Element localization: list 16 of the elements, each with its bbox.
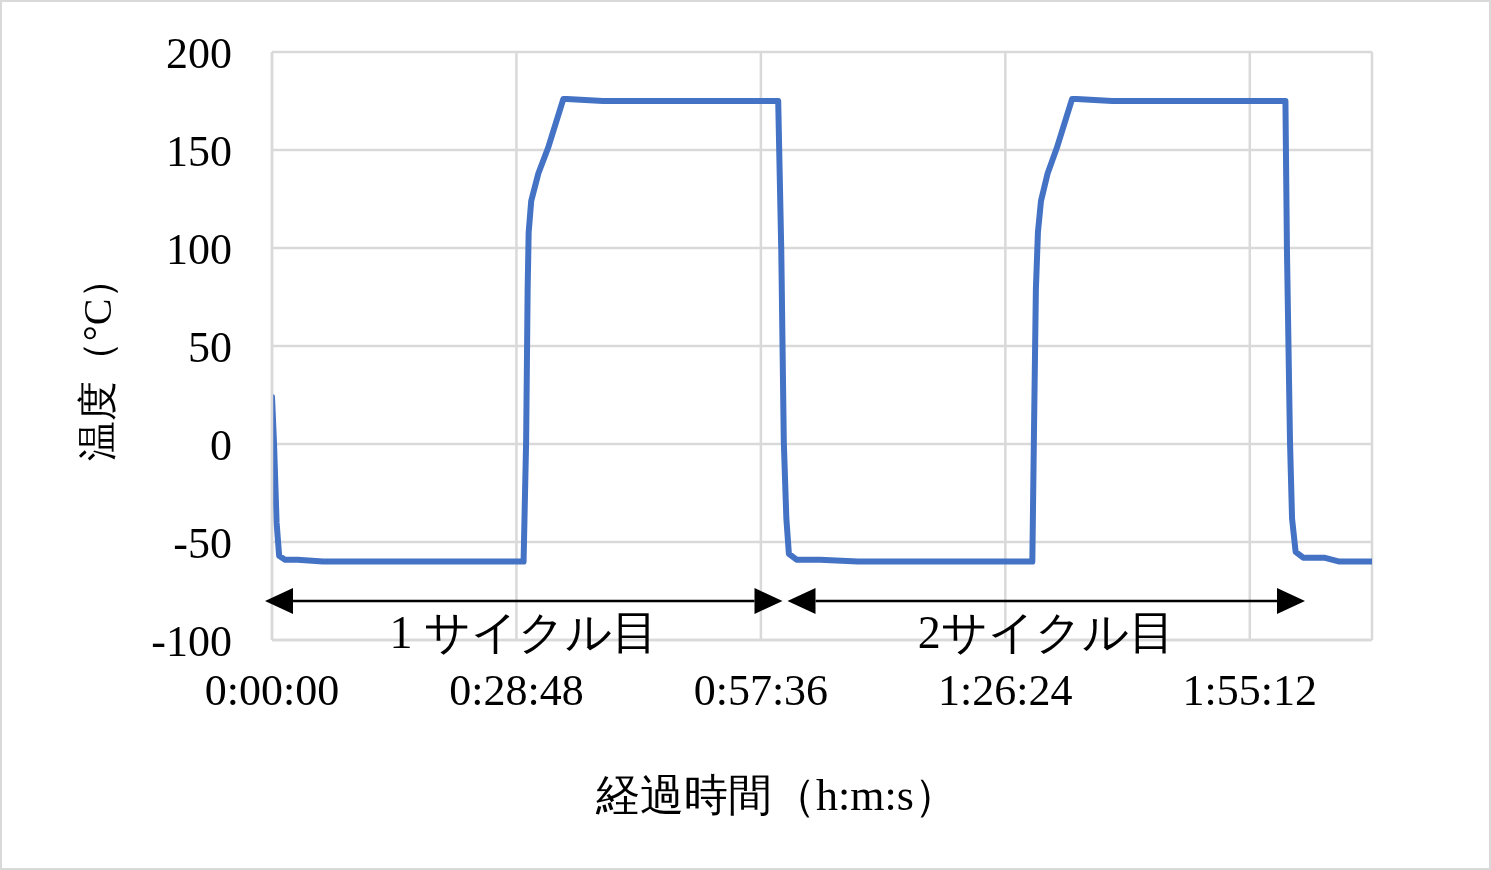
x-tick-label: 0:00:00	[204, 666, 340, 716]
y-axis-title: 温度（°C）	[74, 258, 120, 462]
annotation: 1 サイクル目	[389, 606, 658, 658]
x-tick-label: 0:57:36	[693, 666, 829, 716]
x-axis-title: 経過時間（h:m:s）	[595, 770, 958, 820]
y-tick-label: -100	[151, 616, 232, 666]
y-tick-label: -50	[173, 518, 232, 568]
y-tick-label: 150	[166, 126, 232, 176]
y-tick-label: 0	[210, 420, 232, 470]
x-tick-label: 0:28:48	[449, 666, 584, 716]
annotation: 2サイクル目	[917, 606, 1175, 658]
y-tick-label: 50	[188, 322, 232, 372]
y-tick-label: 200	[166, 28, 232, 78]
x-tick-label: 1:55:12	[1182, 666, 1317, 716]
y-tick-label: 100	[166, 224, 232, 274]
x-tick-label: 1:26:24	[938, 666, 1073, 716]
